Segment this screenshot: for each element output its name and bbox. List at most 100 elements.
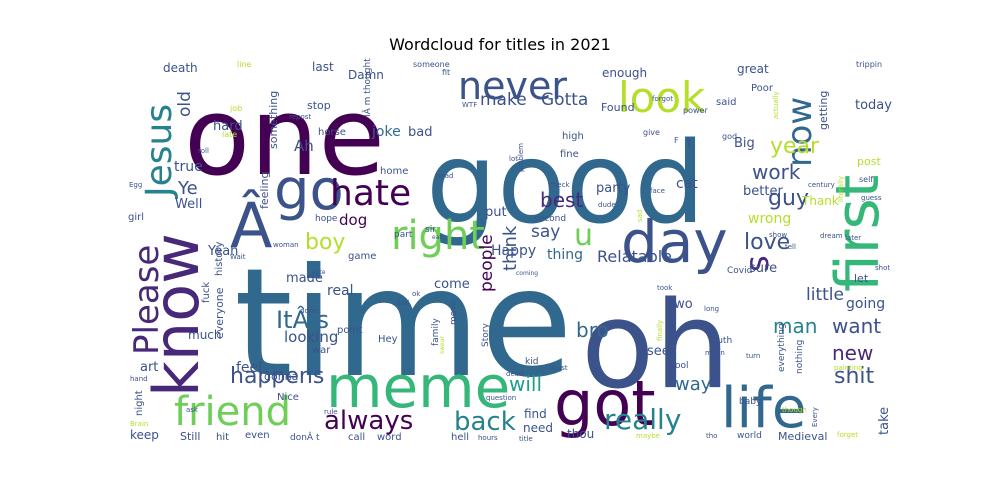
word-stop: stop: [307, 99, 331, 112]
word-tell: tell: [785, 243, 796, 251]
word-face: face: [650, 187, 665, 195]
word-hate: hate: [330, 173, 411, 214]
word-dad: dad: [396, 299, 409, 307]
word-post: post: [857, 155, 881, 168]
word-t: t: [687, 136, 692, 150]
word-nice: Nice: [277, 392, 299, 403]
word-self: self: [859, 175, 873, 184]
word-come: come: [434, 277, 470, 292]
word-took: took: [657, 284, 673, 292]
word-bad: bad: [408, 125, 432, 140]
word-coming: coming: [516, 270, 538, 277]
word-first: first: [823, 175, 893, 292]
word-eat: eat: [432, 234, 442, 241]
word-say: say: [531, 222, 560, 242]
word-good: good: [426, 119, 705, 249]
word-high: high: [562, 131, 584, 142]
word-even: even: [245, 430, 270, 441]
word-job: job: [229, 104, 242, 113]
word-though: though: [782, 406, 807, 414]
word-feeling: feeling: [258, 172, 271, 209]
word-find: find: [524, 407, 547, 421]
word-better: better: [743, 184, 783, 199]
word-s: s: [738, 255, 776, 272]
word-cool: cool: [670, 361, 688, 371]
word-sir: sir: [425, 225, 436, 235]
word-right: right: [391, 213, 485, 259]
word-every: Every: [811, 407, 819, 427]
word-baby: baby: [739, 397, 762, 407]
word-party: party: [596, 181, 631, 196]
word-friend: friend: [174, 389, 291, 435]
word-ask: ask: [186, 406, 199, 414]
word-i-m-thought: IÂ m thought: [361, 58, 373, 117]
word-wtf: WTF: [462, 101, 477, 109]
word-woman: woman: [273, 241, 299, 249]
word-damn: Damn: [348, 68, 384, 82]
word-head: head: [436, 172, 453, 180]
word-horse: horse: [318, 127, 346, 138]
word-history: history: [214, 242, 225, 276]
word-look: look: [618, 73, 706, 122]
word-everything: everything: [777, 323, 787, 372]
word-night: night: [134, 390, 145, 416]
word-feel: feel: [236, 360, 262, 376]
word-brain: Brain: [130, 420, 148, 428]
word-happy: Happy: [491, 243, 536, 259]
word-guess: guess: [861, 194, 882, 202]
word-world: world: [737, 431, 762, 441]
word-hand: hand: [130, 375, 148, 383]
word-turn: turn: [746, 352, 760, 360]
word-man: man: [773, 314, 817, 338]
word-mean: mean: [705, 349, 725, 357]
word-made: made: [286, 271, 323, 286]
word-war: war: [312, 345, 331, 356]
word-family: family: [431, 318, 441, 346]
word-one: one: [184, 75, 385, 200]
word-question: question: [486, 394, 516, 402]
word-boy: boy: [305, 230, 345, 255]
word-repost: repost: [289, 113, 311, 121]
word-hope: hope: [315, 214, 338, 224]
word-lot: lot: [509, 155, 518, 163]
word-truth: truth: [710, 336, 732, 346]
word-: Â: [230, 188, 272, 262]
word-poor: Poor: [751, 83, 774, 94]
word-sure: sure: [749, 261, 777, 276]
word-guy: guy: [768, 186, 809, 211]
word-bro: bro: [576, 318, 609, 342]
word-enough: enough: [602, 66, 647, 80]
word-oh: oh: [581, 277, 730, 416]
word-date: date: [312, 269, 326, 276]
word-jesus: Jesus: [139, 104, 180, 199]
word-real: real: [327, 283, 354, 299]
word-forgot: forgot: [652, 95, 673, 103]
word-point: point: [337, 325, 363, 336]
word-literally: literally: [837, 176, 845, 202]
word-wrong: wrong: [748, 211, 791, 227]
word-back: back: [454, 407, 516, 437]
word-joke: joke: [371, 124, 401, 140]
word-take: take: [877, 407, 892, 435]
word-way: way: [675, 374, 712, 395]
word-hey: Hey: [378, 334, 398, 345]
word-think: think: [500, 225, 521, 271]
word-painting: painting: [834, 364, 863, 372]
word-f: F: [674, 136, 679, 145]
word-let: let: [854, 272, 869, 285]
word-finally: finally: [656, 320, 664, 341]
word-medieval: Medieval: [778, 430, 827, 443]
word-home: home: [380, 166, 408, 177]
cloud-background: [126, 57, 893, 443]
word-game: game: [348, 251, 376, 262]
word-art: art: [140, 360, 158, 375]
word-century: century: [808, 181, 835, 189]
word-will: will: [509, 372, 542, 396]
word-big: Big: [734, 136, 755, 151]
word-please: Please: [127, 245, 167, 355]
word-nothing: nothing: [795, 340, 805, 374]
word-cat: cat: [676, 176, 698, 192]
word-time: time: [234, 237, 573, 411]
